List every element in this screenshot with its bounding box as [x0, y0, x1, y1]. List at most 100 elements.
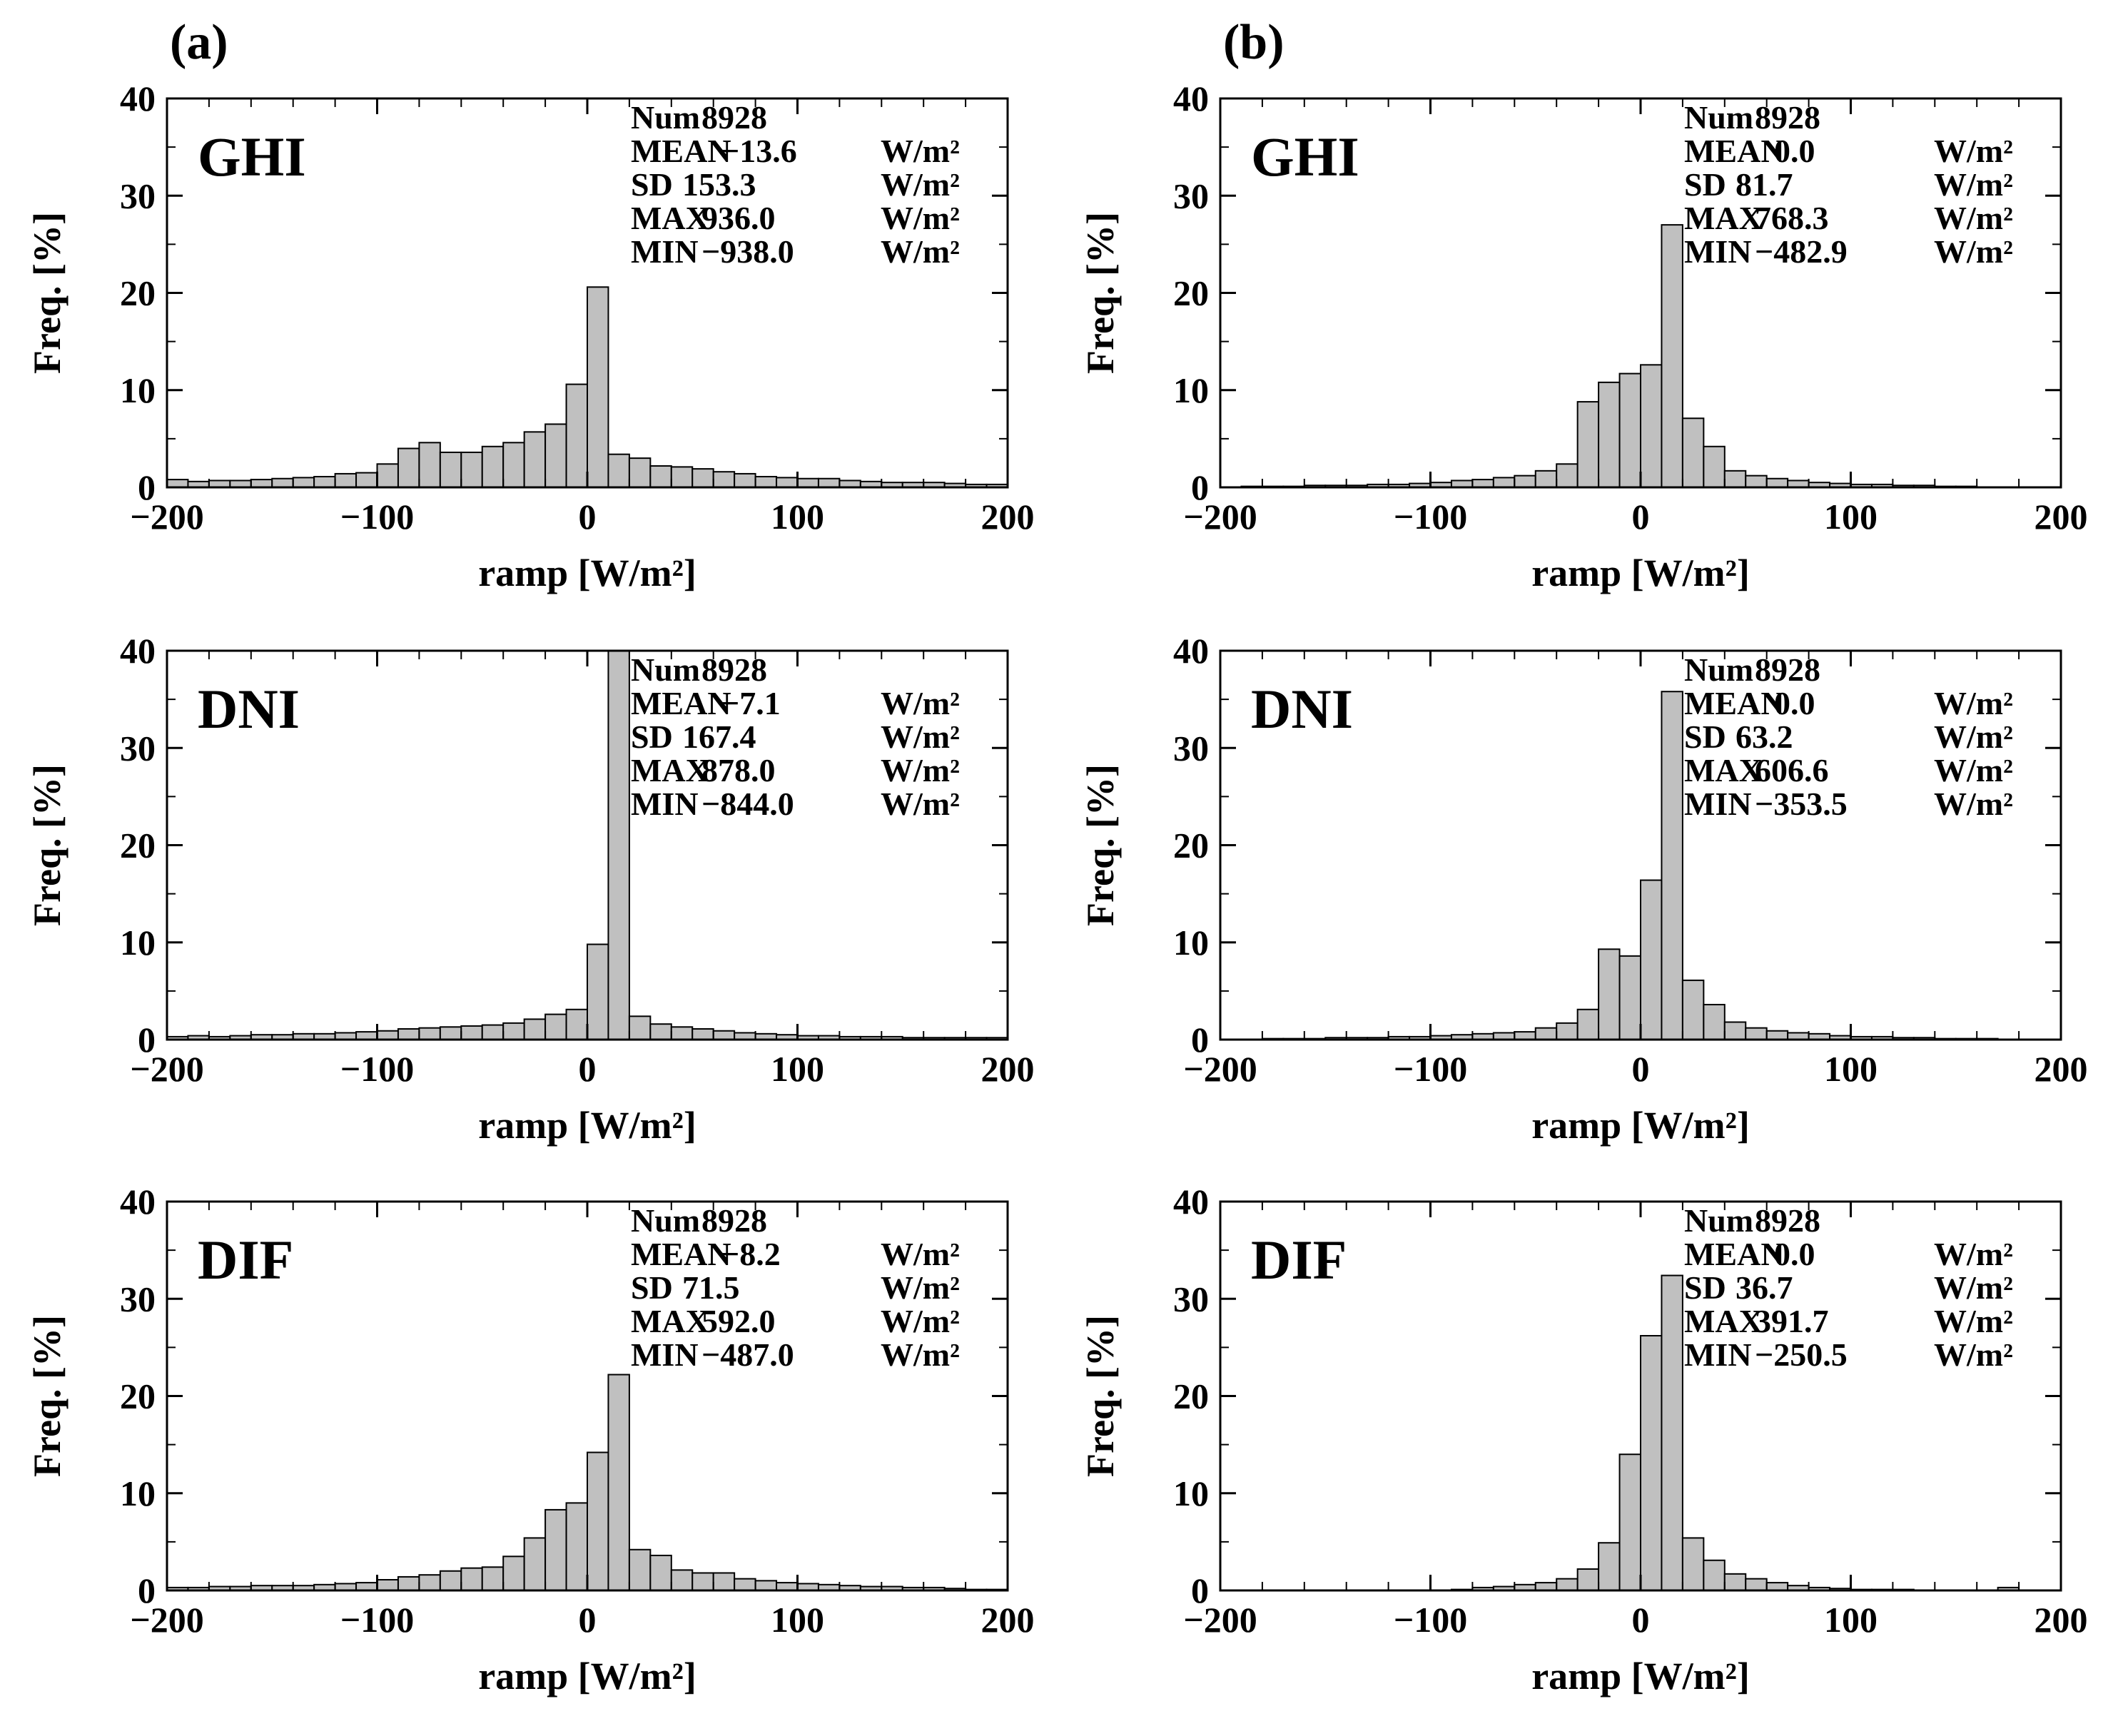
stat-unit: W/m² [1934, 233, 2013, 270]
stat-value: −844.0 [701, 786, 794, 822]
histogram-bar [1556, 1578, 1579, 1591]
histogram-bar [670, 1569, 694, 1591]
y-tick-label: 30 [120, 728, 156, 768]
histogram-bar [607, 453, 630, 488]
stat-unit: W/m² [881, 719, 960, 755]
stat-value: −353.5 [1755, 786, 1848, 822]
y-tick-label: 40 [120, 631, 156, 671]
histogram-bars [166, 1374, 1009, 1592]
stat-value: 8928 [1755, 99, 1820, 136]
y-tick-label: 40 [1173, 78, 1209, 118]
stat-unit: W/m² [881, 1336, 960, 1373]
histogram-bar [1661, 224, 1683, 488]
variable-label: DNI [198, 678, 300, 740]
x-axis-title: ramp [W/m²] [478, 552, 696, 594]
x-axis-title: ramp [W/m²] [478, 1104, 696, 1147]
histogram-bar [418, 442, 441, 489]
stat-unit: W/m² [1934, 133, 2013, 169]
histogram-bar [712, 1572, 736, 1592]
stat-unit: W/m² [881, 1269, 960, 1306]
histogram-bars [166, 286, 1009, 489]
histogram-bar [544, 423, 567, 488]
stat-value: 153.3 [682, 166, 756, 203]
histogram-bar [1723, 469, 1747, 489]
histogram-bar [313, 476, 336, 489]
histogram-bar [523, 431, 547, 489]
histogram-panel: −200 −100 0 100 200 0 10 20 30 40 ramp [W/m²] Freq.… [26, 78, 1035, 594]
stat-name: Num [1684, 651, 1753, 688]
y-tick-label: 10 [1173, 923, 1209, 963]
x-tick-label: 0 [579, 1049, 597, 1089]
histogram-bar [1514, 1031, 1536, 1040]
histogram-bar [691, 1572, 714, 1592]
histogram-bar [649, 465, 672, 489]
histogram-bar [1598, 381, 1621, 488]
y-axis-title: Freq. [%] [26, 1315, 69, 1477]
histogram-bar [544, 1508, 567, 1592]
stat-name: MEAN [1684, 685, 1785, 721]
histogram-bar [734, 472, 756, 488]
variable-label: DIF [1251, 1229, 1347, 1291]
y-tick-label: 30 [1173, 176, 1209, 215]
histogram-panel: −200 −100 0 100 200 0 10 20 30 40 ramp [W/m²] Freq.… [26, 631, 1035, 1147]
x-axis-title: ramp [W/m²] [1531, 1104, 1750, 1147]
stat-value: 936.0 [701, 200, 776, 236]
x-tick-label: 100 [1824, 497, 1878, 537]
histogram-bar [628, 457, 652, 488]
stat-name: MAX [631, 200, 709, 236]
stat-unit: W/m² [881, 200, 960, 236]
histogram-bar [1703, 445, 1726, 489]
stat-value: 592.0 [701, 1303, 776, 1339]
stat-unit: W/m² [1934, 200, 2013, 236]
stat-value: 768.3 [1755, 200, 1829, 236]
histogram-bar [439, 1570, 462, 1591]
histogram-bar [334, 472, 358, 488]
histogram-bar [271, 477, 294, 488]
stat-name: SD [631, 1269, 673, 1306]
histogram-bar [166, 479, 189, 488]
y-axis-title: Freq. [%] [26, 764, 69, 926]
histogram-bar [1723, 1021, 1747, 1040]
stat-value: 0.0 [1774, 1236, 1815, 1272]
stat-name: MIN [1684, 233, 1752, 270]
histogram-bar [376, 1579, 399, 1591]
x-tick-label: 200 [2035, 497, 2088, 537]
stat-value: 71.5 [682, 1269, 740, 1306]
histogram-bar [502, 1022, 525, 1041]
histogram-bar [565, 1008, 588, 1040]
histogram-bar [355, 1582, 378, 1592]
y-tick-label: 0 [138, 467, 156, 507]
histogram-bar [1703, 1559, 1726, 1591]
y-tick-label: 40 [1173, 631, 1209, 671]
stat-value: 0.0 [1774, 685, 1815, 721]
x-tick-label: 200 [981, 497, 1035, 537]
histogram-bar [1640, 1335, 1663, 1592]
histogram-bar [691, 468, 714, 488]
histogram-bar [1618, 955, 1642, 1040]
x-tick-label: −200 [1183, 1049, 1257, 1089]
x-tick-label: −100 [1394, 1600, 1468, 1640]
histogram-bar [1765, 1030, 1789, 1041]
histogram-bar [1745, 474, 1768, 489]
histogram-bar [1618, 1453, 1642, 1591]
histogram-bar [1514, 474, 1536, 489]
stat-name: MEAN [1684, 1236, 1785, 1272]
x-axis-title: ramp [W/m²] [478, 1655, 696, 1697]
histogram-bar [587, 286, 609, 488]
histogram-bar [587, 943, 609, 1040]
y-axis-title: Freq. [%] [1079, 1315, 1122, 1477]
histogram-bar [460, 451, 483, 489]
y-tick-label: 20 [1173, 273, 1209, 313]
stat-value: −250.5 [1755, 1336, 1848, 1373]
x-tick-label: −100 [1394, 497, 1468, 537]
stat-name: MAX [1684, 1303, 1763, 1339]
stat-value: 63.2 [1736, 719, 1793, 755]
histogram-bar [397, 447, 420, 488]
y-axis-title: Freq. [%] [26, 212, 69, 374]
stat-unit: W/m² [881, 685, 960, 721]
histogram-bar [1534, 1582, 1558, 1592]
y-tick-label: 0 [138, 1020, 156, 1060]
stat-unit: W/m² [1934, 1269, 2013, 1306]
